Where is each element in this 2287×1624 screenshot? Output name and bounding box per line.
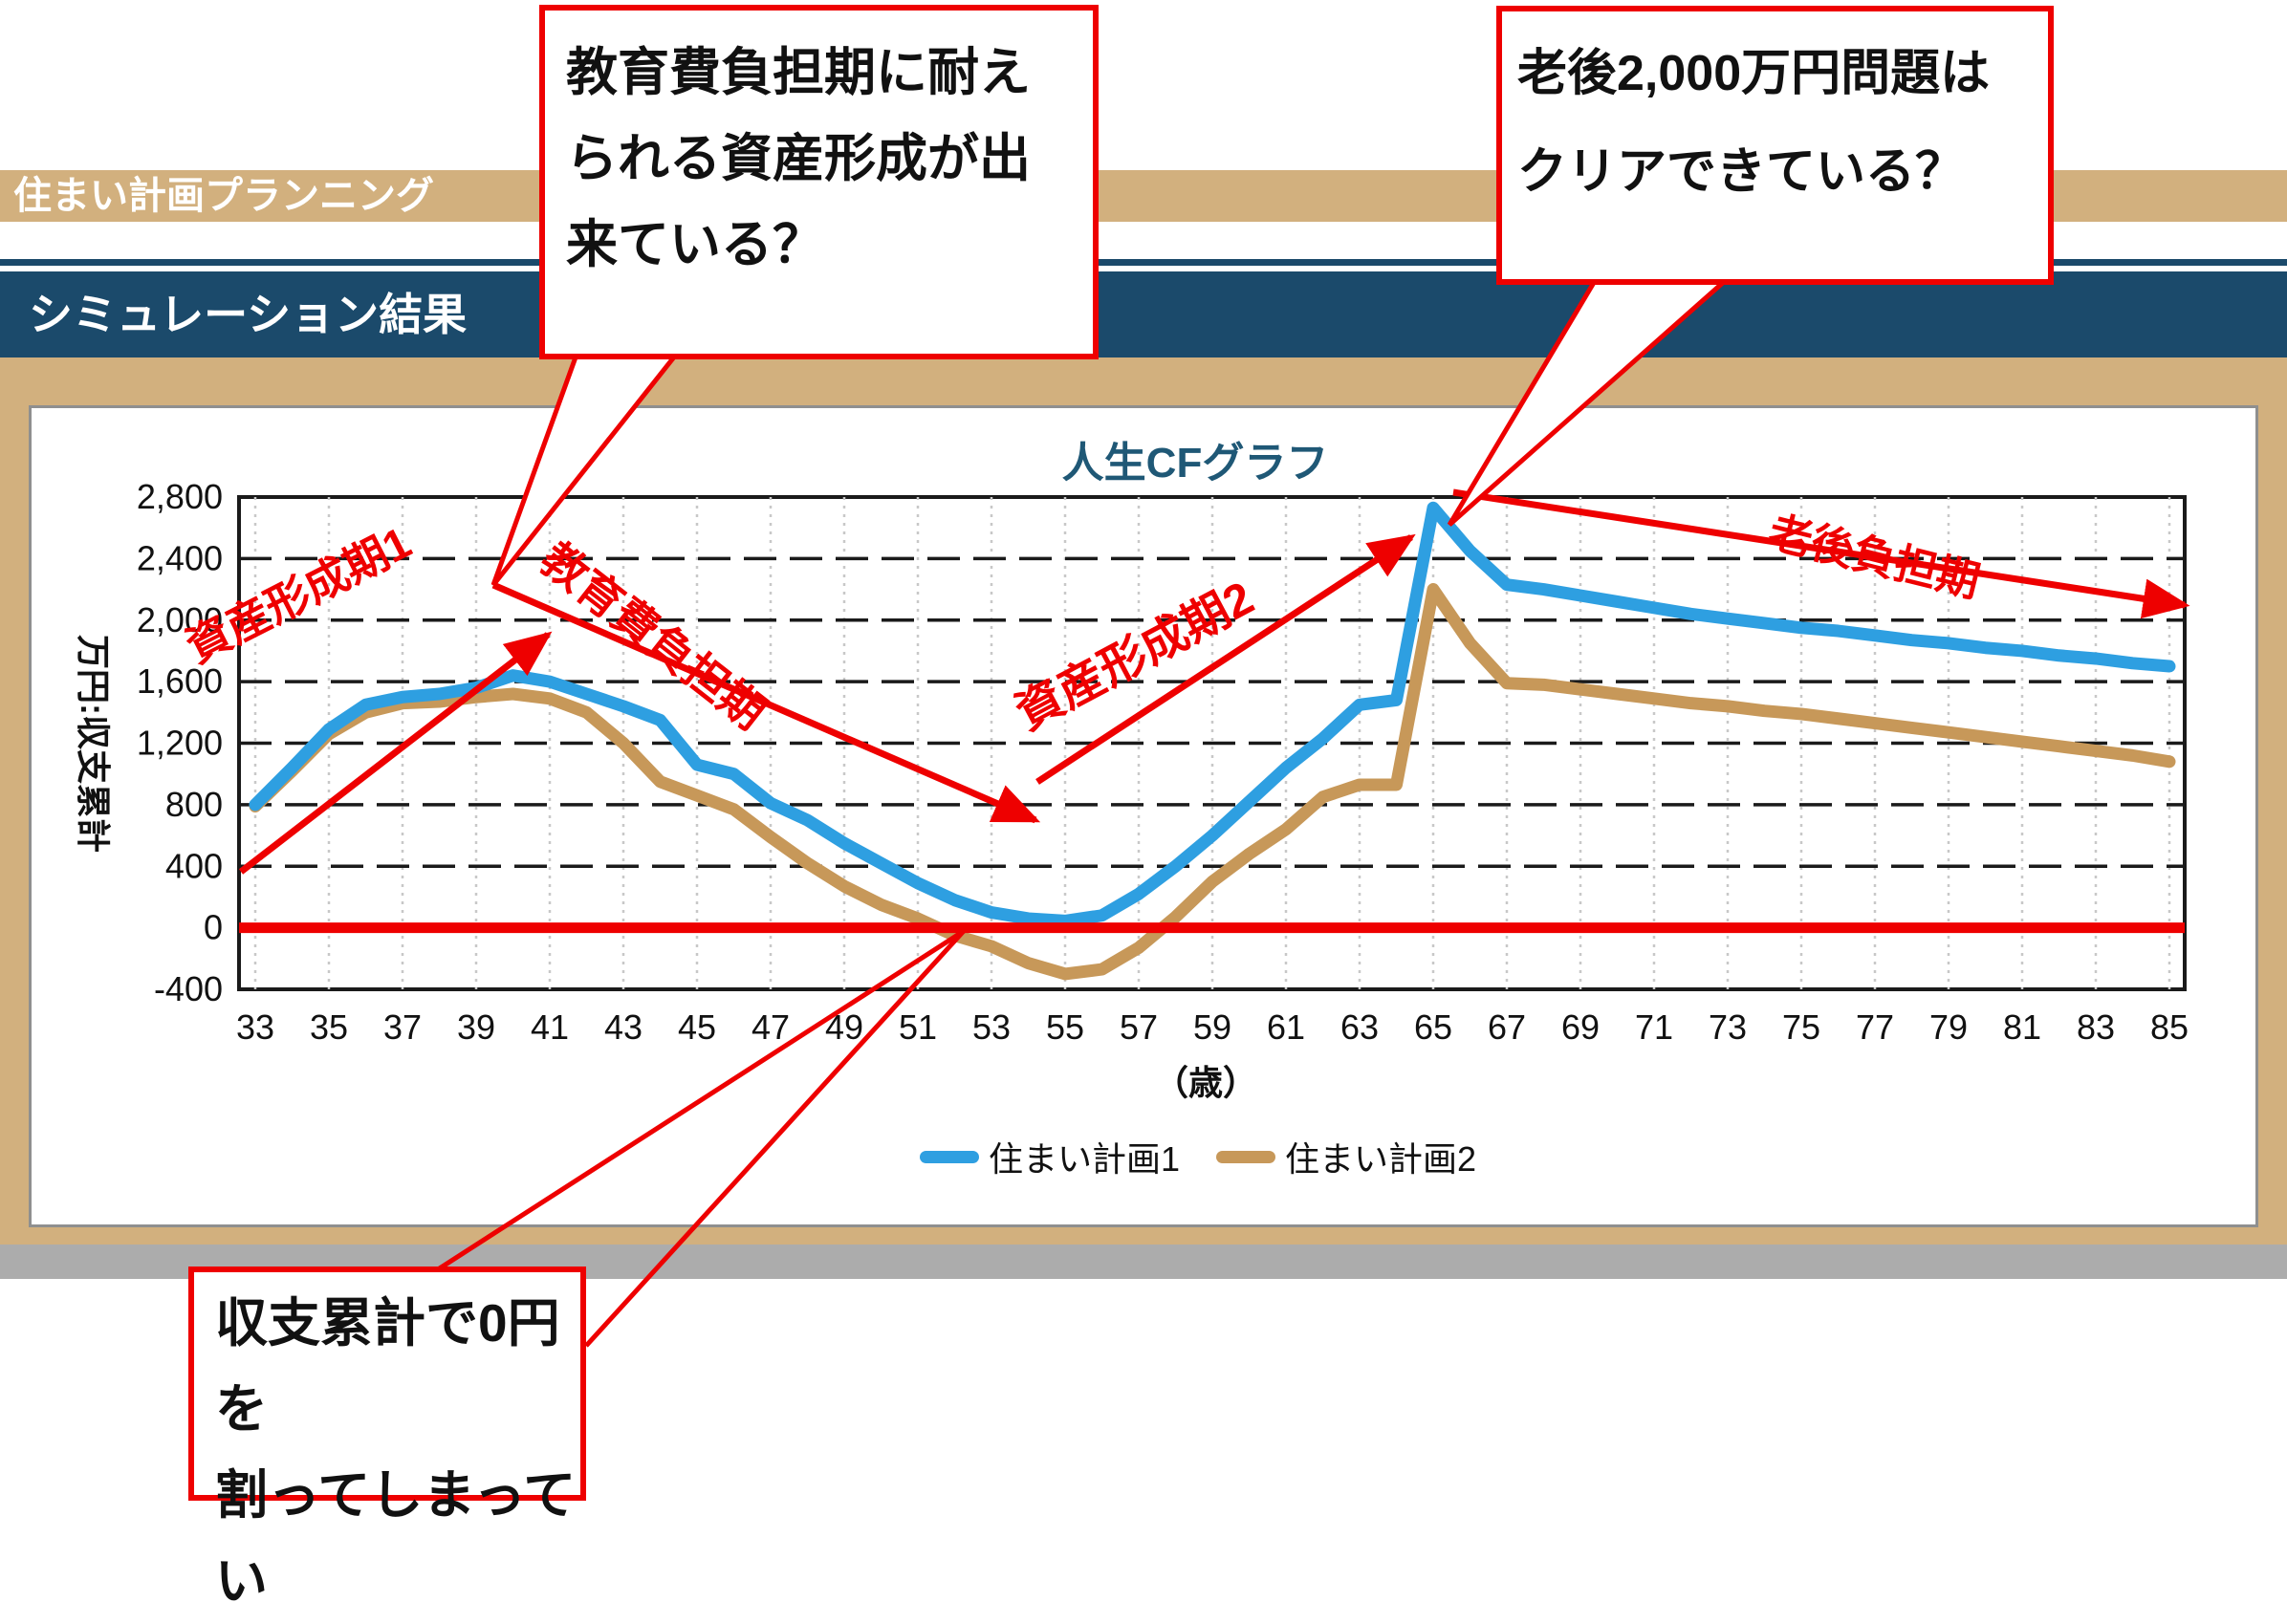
chart-legend: 住まい計画1 住まい計画2 (255, 1136, 2167, 1179)
callout-below-zero: 収支累計で0円を 割ってしまってい (188, 1267, 586, 1611)
plan1-line-swatch (919, 1150, 979, 1163)
callout-line: られる資産形成が出 (566, 130, 1031, 187)
callout-line: 収支累計で0円を (215, 1293, 560, 1439)
section-title: シミュレーション結果 (29, 290, 468, 339)
chart-title: 人生CFグラフ (1061, 440, 1329, 487)
callout-education-funding: 教育費負担期に耐え られる資産形成が出 来ている？ (539, 5, 1099, 359)
y-axis-title: 万円:収支累計 (74, 635, 113, 853)
plan2-line-swatch (1216, 1150, 1275, 1163)
callout-line: 老後2,000万円問題は (1517, 46, 1991, 101)
callout-line: 割ってしまってい (215, 1465, 577, 1611)
plan1-legend-label: 住まい計画1 (988, 1139, 1180, 1179)
app-title: 住まい計画プランニング (13, 175, 434, 217)
callout-line: 教育費負担期に耐え (566, 44, 1031, 101)
plan2-legend-label: 住まい計画2 (1285, 1139, 1477, 1179)
callout-line: 来ている？ (566, 216, 824, 273)
callout-retirement-2000: 老後2,000万円問題は クリアできている？ (1496, 6, 2054, 285)
section-header-bar: シミュレーション結果 (0, 271, 2287, 357)
x-axis-title: （歳） (1153, 1063, 1257, 1102)
divider-line (0, 259, 2287, 266)
callout-line: クリアできている？ (1517, 144, 1966, 200)
